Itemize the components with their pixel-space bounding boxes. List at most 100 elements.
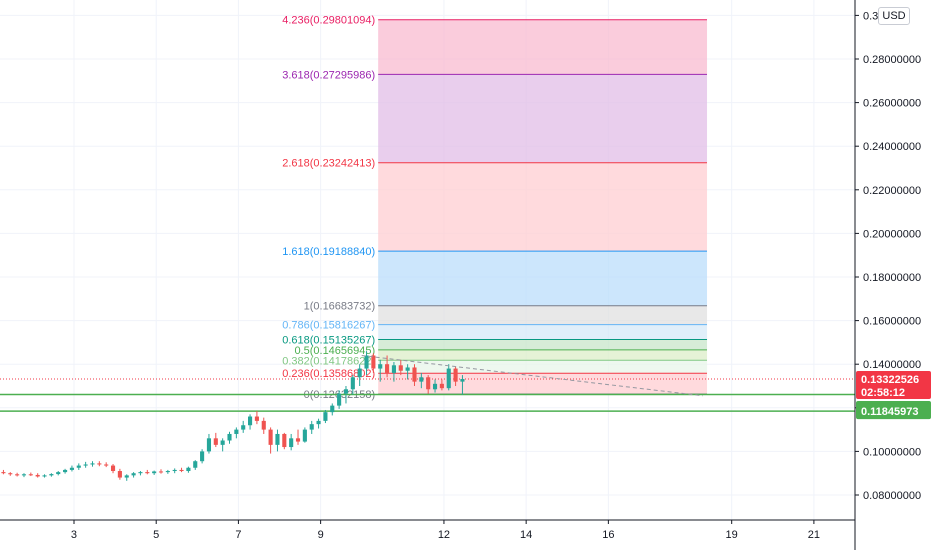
candle-body-0 [1,472,6,474]
fib-label-1: 3.618(0.27295986) [282,69,375,81]
candle-body-17 [117,471,122,478]
fib-band-8 [378,360,708,374]
candle-body-61 [419,377,424,382]
candle-body-27 [186,467,191,472]
candle-body-53 [364,355,369,369]
x-tick-label-7: 19 [726,529,738,541]
fib-band-5 [378,324,708,340]
candle-body-20 [138,472,143,474]
candle-body-24 [165,471,170,473]
fib-label-9: 0.236(0.13586802) [282,368,375,380]
fib-fill-bands [378,19,708,395]
candle-body-54 [371,355,376,369]
trendline [361,354,703,397]
candle-body-63 [432,383,438,390]
candle-body-33 [227,433,232,441]
candle-body-52 [357,368,362,378]
x-tick-label-4: 12 [438,529,450,541]
candle-body-49 [337,393,342,406]
y-tick-label-10: 0.28000000 [863,54,921,66]
candle-body-65 [446,368,451,389]
candle-body-36 [248,416,253,426]
y-tick-label-11: 0.3 [863,10,878,22]
candle-body-31 [213,438,218,445]
y-tick-label-4: 0.16000000 [863,316,921,328]
candle-body-1 [8,473,13,475]
candle-body-10 [69,467,74,470]
candle-body-60 [412,367,417,382]
candle-body-4 [28,474,33,476]
y-tick-label-1: 0.10000000 [863,446,921,458]
candles [1,351,465,481]
fib-label-2: 2.618(0.23242413) [282,158,375,170]
candle-body-58 [398,365,403,371]
candle-body-62 [426,377,431,390]
candle-body-15 [104,464,109,466]
fib-label-5: 0.786(0.15816267) [282,320,375,332]
candle-body-7 [49,474,54,476]
candle-body-38 [261,420,266,430]
fib-band-4 [378,305,708,325]
candle-body-44 [302,429,307,442]
candle-body-66 [453,368,458,382]
x-tick-label-6: 16 [602,529,614,541]
candle-body-21 [145,472,150,474]
fib-band-7 [378,349,708,361]
candle-body-11 [76,465,81,468]
fib-band-9 [378,373,708,395]
price-badge-countdown: 02:58:12 [861,387,905,399]
candle-body-32 [220,440,225,445]
fib-band-1 [378,74,708,163]
y-tick-label-3: 0.14000000 [863,359,921,371]
candle-body-26 [179,469,184,472]
horizontal-lines [0,378,855,412]
candle-body-28 [193,461,198,468]
candle-body-14 [97,463,102,465]
fib-label-7: 0.5(0.14656945) [294,345,375,357]
price-badge-label-0: 0.13322526 [861,374,919,386]
fib-label-4: 1(0.16683732) [304,301,376,313]
candle-body-56 [385,364,390,373]
candle-body-40 [275,433,280,445]
candle-body-3 [21,474,27,476]
candle-body-13 [90,463,95,465]
candle-body-57 [391,365,396,373]
candle-body-22 [152,471,157,474]
candle-body-8 [56,472,61,475]
candle-body-9 [63,469,68,473]
x-tick-label-0: 3 [71,529,77,541]
candle-body-2 [15,474,20,476]
x-tick-label-2: 7 [235,529,241,541]
candle-body-51 [350,377,355,390]
y-tick-label-6: 0.20000000 [863,228,921,240]
candle-body-25 [172,469,177,472]
candle-body-67 [460,379,465,382]
x-tick-label-8: 21 [808,529,820,541]
candle-body-35 [241,425,246,430]
candle-body-42 [289,438,294,448]
price-badge-2 [856,403,931,420]
candle-body-47 [323,412,328,421]
y-tick-label-9: 0.26000000 [863,98,921,110]
price-badge-label-2: 0.11845973 [861,406,919,418]
candle-body-19 [131,473,136,476]
currency-button[interactable]: USD [878,7,910,25]
candle-body-6 [42,475,47,477]
candle-body-18 [124,475,129,478]
x-tick-label-1: 5 [153,529,159,541]
x-tick-label-3: 9 [318,529,324,541]
candle-body-48 [330,405,335,413]
candle-body-46 [316,420,321,425]
price-badge-0 [856,370,931,399]
candle-body-43 [295,438,301,442]
y-tick-label-0: 0.08000000 [863,490,921,502]
candle-body-55 [378,364,383,369]
fib-band-3 [378,251,708,306]
candle-body-50 [343,389,349,394]
candle-body-45 [309,424,314,430]
fib-label-6: 0.618(0.15135267) [282,334,375,346]
x-tick-label-5: 14 [520,529,532,541]
candle-body-39 [268,429,273,445]
